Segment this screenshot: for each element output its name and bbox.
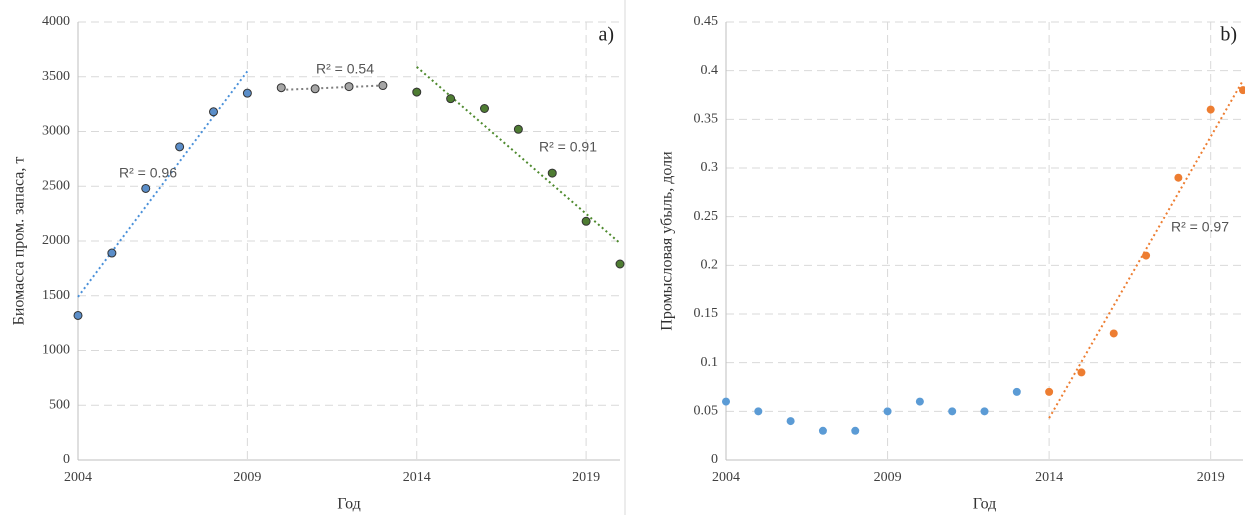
y-tick-label: 500 <box>49 397 70 412</box>
x-tick-label: 2019 <box>572 470 600 485</box>
data-point <box>141 183 151 193</box>
panel-label: b) <box>1220 24 1237 46</box>
data-point <box>378 81 388 91</box>
data-point <box>754 407 763 416</box>
y-tick-label: 0 <box>711 452 718 467</box>
data-point <box>1012 387 1021 396</box>
data-point <box>1109 329 1118 338</box>
x-tick-label: 2014 <box>403 470 431 485</box>
y-tick-label: 0.35 <box>694 112 719 127</box>
data-point <box>948 407 957 416</box>
x-tick-label: 2009 <box>874 470 902 485</box>
data-point <box>1045 387 1054 396</box>
y-axis-title: Промысловая убыль, доли <box>659 151 676 331</box>
data-point <box>513 124 523 134</box>
data-point <box>547 168 557 178</box>
r2-annotation: R² = 0.54 <box>316 61 374 77</box>
data-point <box>915 397 924 406</box>
y-tick-label: 2500 <box>42 178 70 193</box>
x-tick-label: 2004 <box>712 470 740 485</box>
data-point <box>1174 173 1183 182</box>
y-tick-label: 4000 <box>42 14 70 29</box>
data-point <box>786 417 795 426</box>
data-point <box>883 407 892 416</box>
data-point <box>209 107 218 117</box>
y-tick-label: 3500 <box>42 69 70 84</box>
data-point <box>851 426 860 435</box>
panel-label: a) <box>598 24 614 46</box>
trendline <box>281 84 383 91</box>
data-point <box>581 216 591 226</box>
x-axis-title: Год <box>973 496 997 513</box>
data-point <box>722 397 730 406</box>
data-point <box>310 84 320 94</box>
x-tick-label: 2014 <box>1035 470 1063 485</box>
y-tick-label: 0.3 <box>701 160 719 175</box>
y-tick-label: 0.2 <box>701 258 719 273</box>
data-point <box>480 104 489 114</box>
data-point <box>344 82 354 92</box>
data-point <box>276 83 286 93</box>
data-point <box>1206 105 1215 114</box>
x-tick-label: 2004 <box>64 470 92 485</box>
data-point <box>818 426 827 435</box>
r2-annotation: R² = 0.91 <box>539 139 597 155</box>
x-axis-title: Год <box>337 496 361 513</box>
data-point <box>242 88 252 98</box>
y-tick-label: 0.4 <box>701 63 719 78</box>
y-tick-label: 0.15 <box>694 306 719 321</box>
x-tick-label: 2019 <box>1197 470 1225 485</box>
y-tick-label: 0.25 <box>694 209 719 224</box>
data-point <box>175 142 185 152</box>
trendline <box>1048 79 1244 419</box>
y-tick-label: 1000 <box>42 343 70 358</box>
r2-annotation: R² = 0.97 <box>1171 219 1229 235</box>
y-tick-label: 0 <box>63 452 70 467</box>
data-point <box>412 87 422 97</box>
x-tick-label: 2009 <box>233 470 261 485</box>
data-point <box>446 94 456 104</box>
data-point <box>1239 86 1245 95</box>
data-point <box>107 248 117 258</box>
data-point <box>615 259 625 269</box>
r2-annotation: R² = 0.96 <box>119 165 177 181</box>
y-tick-label: 3000 <box>42 124 70 139</box>
y-tick-label: 2000 <box>42 233 70 248</box>
y-tick-label: 1500 <box>42 288 70 303</box>
y-axis-title: Биомасса пром. запаса, т <box>11 157 28 326</box>
y-tick-label: 0.1 <box>701 355 719 370</box>
trendline <box>77 70 249 298</box>
y-tick-label: 0.05 <box>694 404 719 419</box>
data-point <box>73 310 83 320</box>
data-point <box>1142 251 1151 260</box>
y-tick-label: 0.45 <box>694 14 719 29</box>
data-point <box>980 407 989 416</box>
data-point <box>1077 368 1086 377</box>
trendline <box>416 66 621 244</box>
